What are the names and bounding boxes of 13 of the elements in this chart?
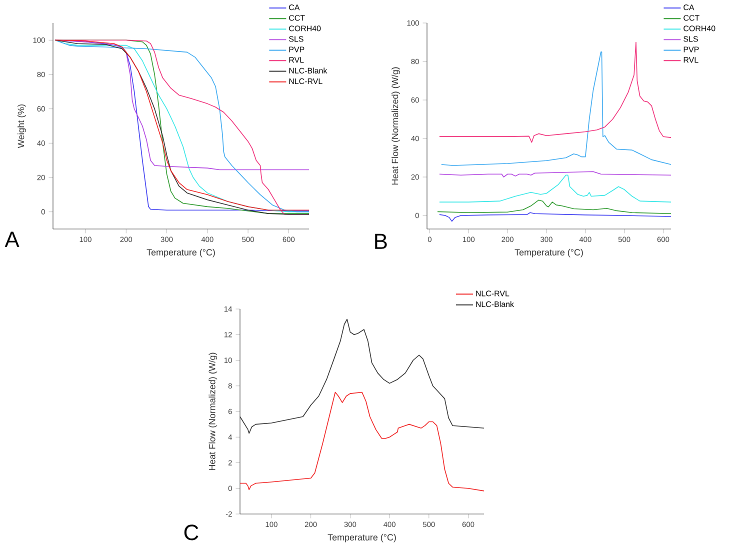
x-axis-title: Temperature (°C) bbox=[146, 248, 215, 258]
x-axis-title: Temperature (°C) bbox=[328, 534, 396, 542]
text: C bbox=[184, 524, 198, 540]
y-axis-title: Heat Flow (Normalized) (W/g) bbox=[208, 352, 218, 470]
text: B bbox=[375, 234, 387, 249]
x-axis-title: Temperature (°C) bbox=[514, 248, 583, 258]
line-series bbox=[441, 51, 672, 166]
line-series bbox=[439, 174, 672, 202]
text: A bbox=[4, 232, 20, 247]
y-axis-title: Heat Flow (Normalized) (W/g) bbox=[392, 67, 400, 185]
y-axis-title: Weight (%) bbox=[18, 104, 26, 148]
line-series bbox=[439, 212, 672, 222]
line-series bbox=[437, 200, 672, 214]
